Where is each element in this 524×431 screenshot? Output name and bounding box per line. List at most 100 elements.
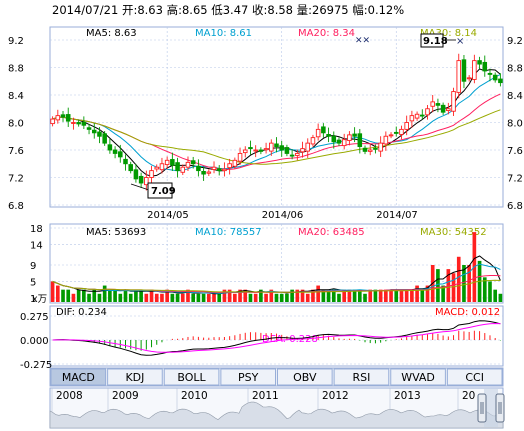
volume-ma-line-30 [52, 279, 501, 293]
candle-body [86, 127, 92, 130]
volume-bar [274, 293, 279, 302]
volume-bar [160, 293, 164, 302]
volume-bar [404, 289, 409, 302]
candle-body [206, 171, 212, 174]
tab-kdj[interactable] [107, 368, 163, 386]
tab-boll[interactable] [163, 368, 220, 386]
candle-body [425, 108, 430, 116]
timeline-sparkline [49, 401, 504, 429]
candle-body [227, 163, 232, 169]
timeline-year-label: 2008 [56, 390, 83, 402]
tab-macd[interactable] [50, 368, 107, 386]
volume-bar [259, 289, 263, 302]
volume-bar [139, 289, 143, 302]
candle-body [383, 135, 389, 145]
volume-y-tick: 5 [30, 277, 36, 288]
price-y-tick-right: 8.4 [507, 91, 523, 102]
tab-label[interactable]: WVAD [401, 371, 435, 384]
volume-legend-item: MA5: 53693 [86, 227, 146, 238]
volume-bar [436, 269, 440, 302]
volume-bar [462, 265, 466, 302]
macd-dif-line [52, 320, 501, 356]
candle-body [362, 147, 368, 152]
price-y-tick-left: 8.4 [8, 91, 24, 102]
volume-bar [264, 293, 268, 302]
price-ma-line-30 [52, 109, 501, 165]
tab-psy[interactable] [220, 368, 276, 386]
timeline-year-label: 2011 [252, 390, 279, 402]
macd-legend-item: MACD: 0.012 [435, 307, 500, 318]
candle-body [81, 121, 87, 126]
price-y-tick-left: 8.0 [8, 119, 24, 130]
volume-bar [82, 289, 86, 302]
candle-body [472, 60, 477, 80]
candle-body [180, 166, 186, 173]
candlesticks [50, 53, 503, 191]
candle-body [258, 149, 264, 152]
volume-bar [342, 289, 347, 302]
small-marker-icon: ✕✕ [355, 36, 370, 46]
candle-body [170, 159, 175, 166]
header-info: 2014/07/21 开:8.63 高:8.65 低3.47 收:8.58 量:… [52, 3, 404, 17]
candle-body [409, 115, 415, 122]
candle-body [248, 147, 253, 150]
tab-label[interactable]: PSY [238, 371, 259, 384]
candle-body [482, 61, 488, 72]
volume-bar [201, 293, 206, 302]
candle-body [451, 91, 456, 112]
volume-bar [212, 293, 216, 302]
price-panel [49, 26, 504, 208]
timeline-year-label: 20 [462, 390, 475, 402]
timeline-handle-right[interactable] [495, 393, 505, 423]
tab-wvad[interactable] [390, 368, 446, 386]
volume-y-tick: 1 [30, 294, 36, 305]
volume-bar [295, 289, 300, 302]
volume-bar [243, 289, 248, 302]
tab-obv[interactable] [277, 368, 333, 386]
volume-bar [493, 289, 498, 302]
tab-label[interactable]: MACD [62, 371, 95, 384]
candle-body [232, 159, 238, 167]
tab-label[interactable]: BOLL [177, 371, 206, 384]
candle-body [71, 122, 76, 124]
candle-body [211, 166, 217, 170]
macd-legend-item: DIF: 0.234 [56, 307, 107, 318]
volume-bar [311, 289, 315, 302]
candle-body [388, 134, 394, 137]
tab-label[interactable]: OBV [293, 371, 317, 384]
price-y-tick-right: 7.6 [507, 146, 523, 157]
timeline-selection[interactable] [484, 389, 498, 427]
volume-bar [347, 289, 352, 302]
price-y-tick-left: 7.2 [8, 174, 24, 185]
candle-body [279, 145, 284, 151]
tab-rsi[interactable] [333, 368, 390, 386]
timeline-handle-left[interactable] [477, 393, 487, 423]
candle-body [60, 114, 66, 118]
candle-body [357, 133, 363, 148]
volume-moving-averages [52, 255, 501, 295]
volume-bar [144, 293, 149, 302]
tab-label[interactable]: RSI [353, 371, 371, 384]
price-legend: MA5: 8.63 MA10: 8.61 MA20: 8.34 MA30: 8.14 [86, 28, 477, 39]
candle-body [269, 142, 274, 152]
indicator-tabs[interactable]: MACD KDJ BOLL PSY OBV RSI WVAD CCI [50, 368, 503, 386]
volume-bar [87, 293, 91, 302]
volume-bar [97, 293, 102, 302]
tab-cci[interactable] [446, 368, 503, 386]
candle-body [315, 128, 321, 138]
macd-y-tick: -0.275 [20, 360, 52, 371]
candle-body [430, 101, 435, 107]
tab-label[interactable]: KDJ [125, 371, 144, 384]
candle-body [321, 126, 326, 134]
candle-body [404, 122, 409, 130]
candle-body [284, 147, 290, 154]
tab-label[interactable]: CCI [465, 371, 484, 384]
header-volume: 26975 [312, 3, 349, 17]
volume-bar [108, 289, 112, 302]
candle-body [97, 131, 102, 137]
volume-bar [378, 289, 383, 302]
volume-bar [113, 289, 117, 302]
price-y-axis: 9.2 9.2 8.8 8.8 8.4 8.4 8.0 8.0 7.6 7.6 7.2 7.2 6.8 6… [8, 36, 523, 212]
volume-bar [180, 293, 185, 302]
volume-bar [170, 293, 175, 302]
